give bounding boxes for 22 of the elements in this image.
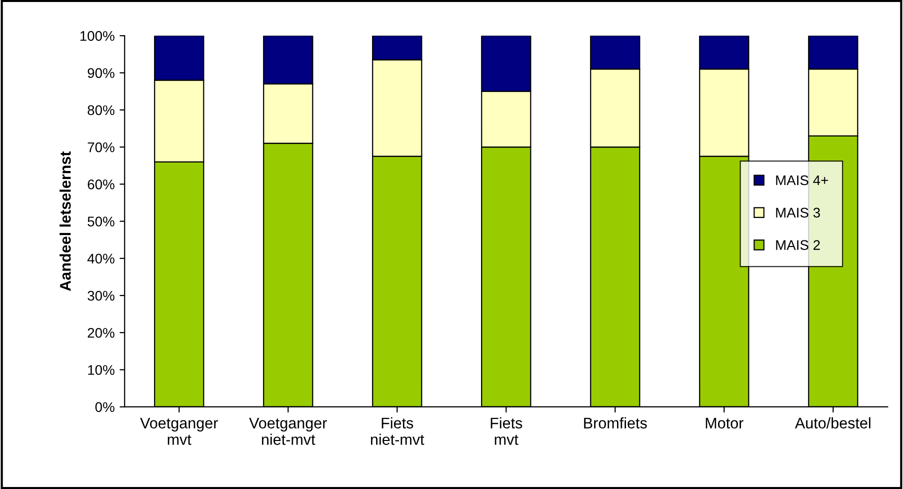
legend-label: MAIS 4+ bbox=[776, 175, 828, 186]
x-tick-label: Fiets niet-mvt bbox=[370, 417, 424, 445]
x-tick-label: Bromfiets bbox=[584, 417, 647, 428]
x-tick-label: Motor bbox=[706, 418, 744, 428]
x-tick-label: Fiets mvt bbox=[490, 417, 522, 445]
y-tick-label: 20% bbox=[88, 328, 114, 338]
y-tick-label: 90% bbox=[88, 68, 114, 78]
y-tick-label: 10% bbox=[88, 365, 114, 375]
x-tick-label: Voetganger mvt bbox=[140, 418, 218, 445]
y-tick-label: 40% bbox=[87, 254, 114, 264]
y-tick-label: 0% bbox=[95, 402, 114, 412]
y-tick-label: 60% bbox=[88, 179, 114, 190]
x-tick-label: Voetganger niet-mvt bbox=[249, 418, 327, 445]
y-tick-label: 80% bbox=[88, 105, 114, 116]
y-tick-label: 50% bbox=[88, 216, 114, 226]
y-tick-label: 30% bbox=[88, 290, 114, 301]
y-tick-label: 70% bbox=[88, 142, 114, 152]
legend-label: MAIS 3 bbox=[776, 208, 820, 218]
y-tick-label: 100% bbox=[80, 31, 114, 41]
y-axis-title: Aandeel letselernst bbox=[60, 151, 71, 291]
x-tick-label: Auto/bestel bbox=[794, 417, 870, 428]
legend-label: MAIS 2 bbox=[776, 240, 820, 250]
